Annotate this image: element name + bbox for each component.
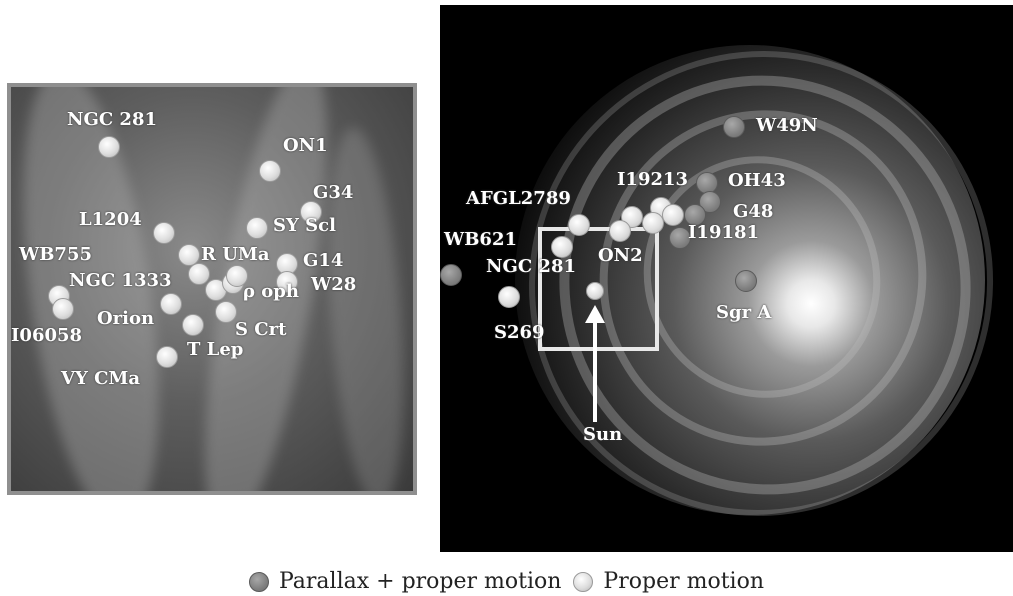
label-g14: G14 [303,250,344,271]
label-wb621: WB621 [444,229,518,250]
label-scrt: S Crt [235,319,287,340]
maser-dot-syscl [246,217,268,239]
maser-dot-dark-a [684,204,706,226]
sun-arrow [593,312,597,422]
label-i06058: I06058 [11,325,83,346]
label-oh43: OH43 [728,170,786,191]
maser-dot-afgl2789 [568,214,590,236]
label-on1: ON1 [283,135,328,156]
maser-dot-orion [160,293,182,315]
label-sgr-a: Sgr A [716,302,772,323]
label-ngc1333: NGC 1333 [69,270,172,291]
legend-parallax-label: Parallax + proper motion [278,569,562,594]
label-g34: G34 [313,182,354,203]
solar-neighborhood-box [538,227,659,351]
maser-dot-s269 [498,286,520,308]
maser-dot-ngc1333 [188,263,210,285]
maser-dot-scrt [215,301,237,323]
maser-dot-rhooph [226,265,248,287]
label-i19181: I19181 [688,222,760,243]
label-syscl: SY Scl [273,215,336,236]
label-wb755: WB755 [19,244,93,265]
label-sun: Sun [583,424,623,445]
zoom-panel: NGC 281 ON1 G34 L1204 SY Scl WB755 R UMa… [7,83,417,495]
label-tlep: T Lep [187,339,244,360]
label-w49n: W49N [756,115,818,136]
maser-dot-tlep [182,314,204,336]
legend-parallax-dot [248,571,269,592]
legend-item-proper: Proper motion [573,569,764,594]
maser-dot-w28 [276,271,298,293]
sun-dot [586,282,604,300]
label-vycma: VY CMa [61,368,140,389]
maser-dot-g34 [300,201,322,223]
label-s269: S269 [494,322,545,343]
maser-dot-light-b [642,212,664,234]
label-afgl2789: AFGL2789 [466,188,571,209]
maser-dot-l1204 [153,222,175,244]
maser-dot-g48 [699,191,721,213]
maser-dot-i19181 [669,227,691,249]
label-i19213: I19213 [617,169,689,190]
legend: Parallax + proper motion Proper motion [0,567,1013,596]
maser-dot-ruma [178,244,200,266]
maser-dot-light-a [662,204,684,226]
galaxy-panel: W49N I19213 OH43 G48 AFGL2789 I19181 WB6… [440,5,1013,552]
label-g48: G48 [733,201,774,222]
sun-arrow-head [585,305,605,323]
maser-dot-wb621 [440,264,462,286]
label-rhooph: ρ oph [243,281,299,302]
label-ruma: R UMa [201,244,270,265]
legend-proper-dot [573,571,594,592]
maser-dot-on1 [259,160,281,182]
label-on2: ON2 [598,245,643,266]
sgr-a-dot [735,270,757,292]
maser-dot-ngc281 [98,136,120,158]
maser-dot-ngc281 [551,236,573,258]
legend-item-parallax: Parallax + proper motion [248,569,562,594]
label-ngc281: NGC 281 [67,109,157,130]
maser-dot-i06058 [52,298,74,320]
dust-lane [317,125,413,491]
maser-dot-vycma [156,346,178,368]
maser-dot-light-d [609,220,631,242]
maser-dot-w49n [723,116,745,138]
label-w28: W28 [311,274,357,295]
label-l1204: L1204 [79,209,142,230]
legend-proper-label: Proper motion [603,569,764,594]
label-ngc281: NGC 281 [486,256,576,277]
label-orion: Orion [97,308,155,329]
